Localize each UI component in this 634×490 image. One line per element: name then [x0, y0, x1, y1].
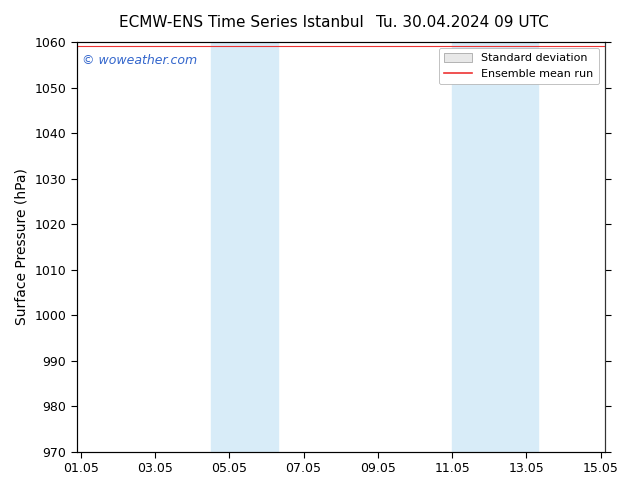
- Text: ECMW-ENS Time Series Istanbul: ECMW-ENS Time Series Istanbul: [119, 15, 363, 30]
- Bar: [452, 42, 538, 452]
- Text: Tu. 30.04.2024 09 UTC: Tu. 30.04.2024 09 UTC: [377, 15, 549, 30]
- Y-axis label: Surface Pressure (hPa): Surface Pressure (hPa): [15, 169, 29, 325]
- Legend: Standard deviation, Ensemble mean run: Standard deviation, Ensemble mean run: [439, 48, 599, 84]
- Bar: [210, 42, 278, 452]
- Text: © woweather.com: © woweather.com: [82, 54, 197, 67]
